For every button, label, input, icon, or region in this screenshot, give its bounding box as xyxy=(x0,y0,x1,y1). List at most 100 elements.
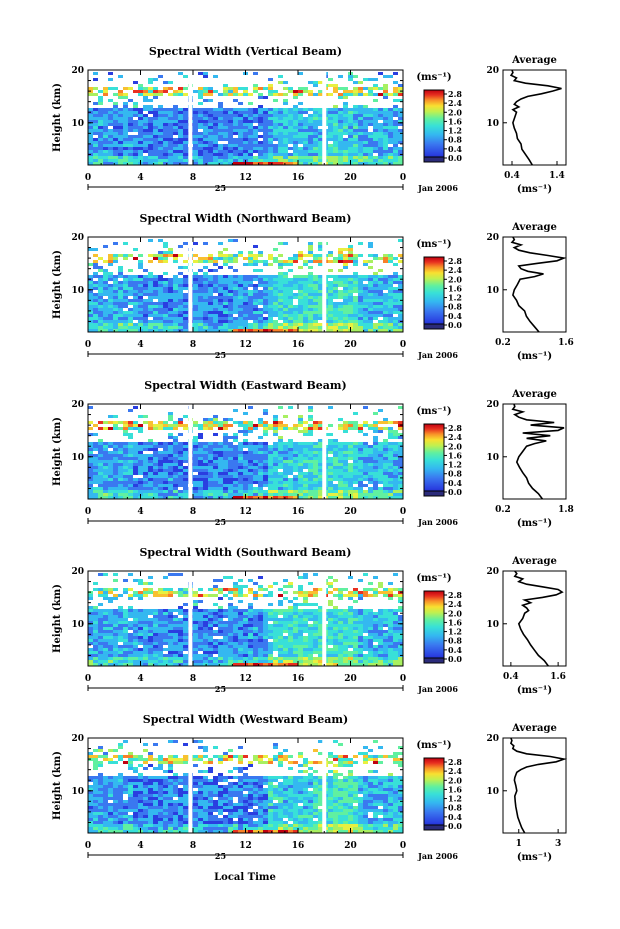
heat-cell xyxy=(258,472,263,475)
heat-cell xyxy=(303,287,308,290)
heat-cell xyxy=(263,296,268,299)
heat-cell xyxy=(318,311,323,314)
heat-cell xyxy=(198,269,203,272)
heat-cell xyxy=(138,275,143,278)
heat-cell xyxy=(133,478,138,481)
heat-cell xyxy=(378,257,383,260)
heat-cell xyxy=(268,496,273,499)
heat-cell xyxy=(123,305,128,308)
heat-cell xyxy=(223,135,228,138)
heat-cell xyxy=(103,466,108,469)
heat-cell xyxy=(198,469,203,472)
heat-cell xyxy=(373,490,378,493)
heat-cell xyxy=(398,448,403,451)
heat-cell xyxy=(218,105,223,108)
heat-cell xyxy=(278,114,283,117)
heat-cell xyxy=(383,138,388,141)
heat-cell xyxy=(273,305,278,308)
heat-cell xyxy=(358,490,363,493)
heat-cell xyxy=(123,445,128,448)
heat-cell xyxy=(278,159,283,162)
heat-cell xyxy=(298,147,303,150)
heat-cell xyxy=(283,159,288,162)
heat-cell xyxy=(208,448,213,451)
heat-cell xyxy=(398,484,403,487)
heat-cell xyxy=(153,317,158,320)
heat-cell xyxy=(138,84,143,87)
heat-cell xyxy=(223,254,228,257)
heat-cell xyxy=(348,424,353,427)
heat-cell xyxy=(298,251,303,254)
heat-cell xyxy=(228,108,233,111)
heat-cell xyxy=(103,651,108,654)
heat-cell xyxy=(153,460,158,463)
heat-cell xyxy=(348,657,353,660)
heat-cell xyxy=(153,463,158,466)
heat-cell xyxy=(273,451,278,454)
heat-cell xyxy=(198,153,203,156)
heat-cell xyxy=(233,93,238,96)
heat-cell xyxy=(378,496,383,499)
heat-cell xyxy=(253,648,258,651)
heat-cell xyxy=(338,463,343,466)
heat-cell xyxy=(153,663,158,666)
heat-cell xyxy=(248,326,253,329)
heat-cell xyxy=(398,433,403,436)
heat-cell xyxy=(378,445,383,448)
heat-cell xyxy=(138,87,143,90)
heat-cell xyxy=(203,663,208,666)
average-y-tick-label: 20 xyxy=(486,66,499,76)
heat-cell xyxy=(333,147,338,150)
heat-cell xyxy=(183,129,188,132)
heat-cell xyxy=(318,123,323,126)
heat-cell xyxy=(198,657,203,660)
heat-cell xyxy=(353,472,358,475)
heat-cell xyxy=(358,242,363,245)
heat-cell xyxy=(248,251,253,254)
heat-cell xyxy=(293,254,298,257)
heat-cell xyxy=(158,472,163,475)
heat-cell xyxy=(308,448,313,451)
heat-cell xyxy=(263,275,268,278)
heat-cell xyxy=(178,657,183,660)
heat-cell xyxy=(278,326,283,329)
heat-cell xyxy=(98,475,103,478)
heat-cell xyxy=(373,657,378,660)
heat-cell xyxy=(373,287,378,290)
heat-cell xyxy=(238,114,243,117)
heat-cell xyxy=(268,454,273,457)
heat-cell xyxy=(218,457,223,460)
heat-cell xyxy=(303,654,308,657)
heat-cell xyxy=(233,120,238,123)
heat-cell xyxy=(373,660,378,663)
heat-cell xyxy=(243,153,248,156)
heat-cell xyxy=(278,314,283,317)
heat-cell xyxy=(353,424,358,427)
heat-cell xyxy=(203,117,208,120)
heat-cell xyxy=(338,651,343,654)
heat-cell xyxy=(133,484,138,487)
heat-cell xyxy=(358,430,363,433)
heat-cell xyxy=(98,129,103,132)
heat-cell xyxy=(148,323,153,326)
average-xlabel: (ms⁻¹) xyxy=(517,184,552,195)
heat-cell xyxy=(313,150,318,153)
heat-cell xyxy=(108,284,113,287)
heat-cell xyxy=(313,141,318,144)
heat-cell xyxy=(128,120,133,123)
heat-cell xyxy=(128,123,133,126)
heat-cell xyxy=(143,448,148,451)
heat-cell xyxy=(203,460,208,463)
heat-cell xyxy=(153,651,158,654)
heat-cell xyxy=(248,475,253,478)
heat-cell xyxy=(103,481,108,484)
heat-cell xyxy=(378,290,383,293)
heat-cell xyxy=(218,463,223,466)
heat-cell xyxy=(358,496,363,499)
heat-cell xyxy=(163,132,168,135)
heat-cell xyxy=(333,323,338,326)
heat-cell xyxy=(313,123,318,126)
heat-cell xyxy=(373,123,378,126)
heat-cell xyxy=(368,290,373,293)
heat-cell xyxy=(333,126,338,129)
